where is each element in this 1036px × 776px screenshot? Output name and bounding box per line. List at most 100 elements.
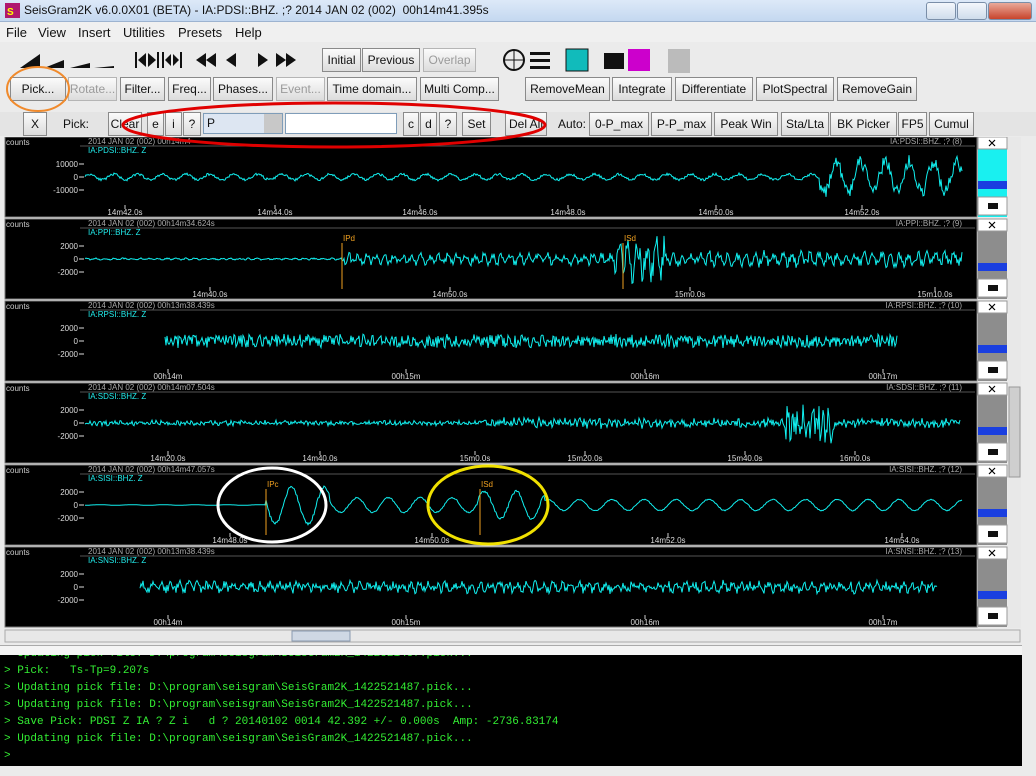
pick-button[interactable]: i	[165, 112, 182, 136]
close-button[interactable]	[988, 2, 1032, 20]
x-tick-label: 00h16m	[631, 618, 660, 627]
pick-button[interactable]: c	[403, 112, 419, 136]
waveform	[84, 404, 961, 444]
trace-menu-icon	[988, 613, 998, 619]
auto-pick-button[interactable]: FP5	[898, 112, 927, 136]
select-bar[interactable]	[978, 509, 1007, 517]
x-tick-label: 15m40.0s	[727, 454, 762, 463]
tool-button[interactable]: Differentiate	[675, 77, 753, 101]
app-icon: S	[5, 3, 20, 18]
window-title: SeisGram2K v6.0.0X01 (BETA) - IA:PDSI::B…	[24, 3, 489, 17]
auto-pick-button[interactable]: Cumul	[929, 112, 974, 136]
menu-item[interactable]: View	[38, 25, 66, 40]
unit-label: counts	[6, 302, 30, 311]
console-line: > Save Pick: PDSI Z IA ? Z i d ? 2014010…	[4, 716, 559, 728]
trace-menu-icon	[988, 449, 998, 455]
select-bar[interactable]	[978, 591, 1007, 599]
auto-pick-button[interactable]: Peak Win	[714, 112, 778, 136]
nav-button[interactable]: Previous	[362, 48, 420, 72]
menu-item[interactable]: Presets	[178, 25, 223, 40]
maximize-button[interactable]	[957, 2, 987, 20]
pick-button[interactable]: ?	[439, 112, 457, 136]
pick-button[interactable]: e	[147, 112, 164, 136]
tool-button[interactable]: Freq...	[168, 77, 211, 101]
pick-button[interactable]: Set	[462, 112, 491, 136]
remove-icon	[988, 467, 996, 475]
tool-button[interactable]: Rotate...	[68, 77, 117, 101]
select-bar[interactable]	[978, 345, 1007, 353]
auto-pick-button[interactable]: 0-P_max	[589, 112, 649, 136]
tool-button[interactable]: Pick...	[10, 77, 66, 101]
console-line: >	[4, 750, 11, 762]
waveform	[84, 235, 963, 285]
select-bar[interactable]	[978, 427, 1007, 435]
tool-button[interactable]: Phases...	[213, 77, 273, 101]
auto-pick-button[interactable]: Sta/Lta	[781, 112, 829, 136]
nav-button[interactable]: Overlap	[423, 48, 476, 72]
auto-pick-button[interactable]: P-P_max	[651, 112, 712, 136]
trace-id: IA:SDSI::BHZ. ;? (11)	[886, 383, 962, 392]
pick-button[interactable]: Clear	[108, 112, 142, 136]
trace-id: IA:SISI::BHZ. ;? (12)	[889, 465, 962, 474]
station-label: IA:SNSI::BHZ. Z	[88, 556, 146, 565]
tool-button[interactable]: Integrate	[612, 77, 672, 101]
scroll-thumb[interactable]	[291, 630, 351, 642]
tool-button[interactable]: RemoveGain	[837, 77, 917, 101]
toolbar-tools: Pick... Rotate... Filter... Freq... Phases..…	[0, 77, 1036, 103]
y-tick-label: 2000	[60, 570, 78, 579]
nav-button[interactable]: Initial	[322, 48, 361, 72]
tool-button[interactable]: Filter...	[120, 77, 165, 101]
x-tick-label: 00h14m	[154, 618, 183, 627]
console-line: > Updating pick file: D:\program\seisgra…	[4, 682, 473, 694]
y-tick-label: 0	[74, 337, 79, 346]
x-tick-label: 00h15m	[392, 618, 421, 627]
phase-input[interactable]	[285, 113, 397, 134]
phase-pick-label: IPc	[267, 480, 279, 489]
tool-button[interactable]: Time domain...	[327, 77, 417, 101]
minimize-button[interactable]	[926, 2, 956, 20]
split-divider[interactable]	[0, 645, 1022, 656]
toolbar-icons	[20, 52, 296, 68]
unit-label: counts	[6, 466, 30, 475]
waveform	[139, 578, 938, 596]
phase-pick-label: ISd	[481, 480, 493, 489]
waveform	[164, 332, 898, 350]
menu-item[interactable]: File	[6, 25, 27, 40]
x-tick-label: 14m50.0s	[414, 536, 449, 545]
x-tick-label: 14m20.0s	[150, 454, 185, 463]
auto-pick-button[interactable]: BK Picker	[830, 112, 897, 136]
y-tick-label: -2000	[58, 596, 79, 605]
trace-panel: counts 2014 JAN 02 (002) 00h14m07.504sIA:…	[4, 382, 1008, 464]
toolbar-tools-icons	[503, 48, 690, 73]
dropdown-arrow[interactable]	[264, 114, 282, 133]
y-tick-label: 2000	[60, 488, 78, 497]
trace-menu-icon	[988, 367, 998, 373]
pick-button[interactable]: d	[420, 112, 437, 136]
unit-label: counts	[6, 138, 30, 147]
x-tick-label: 00h16m	[631, 372, 660, 381]
y-tick-label: -2000	[58, 268, 79, 277]
tool-button[interactable]: RemoveMean	[525, 77, 610, 101]
tool-button[interactable]: PlotSpectral	[756, 77, 834, 101]
select-bar[interactable]	[978, 263, 1007, 271]
x-tick-label: 14m50.0s	[698, 208, 733, 217]
tool-button[interactable]: Multi Comp...	[420, 77, 499, 101]
menu-item[interactable]: Help	[235, 25, 262, 40]
scroll-thumb[interactable]	[1008, 386, 1021, 478]
close-pick-button[interactable]: X	[23, 112, 47, 136]
console-line: > Updating pick file: D:\program\seisgra…	[4, 699, 473, 711]
select-bar[interactable]	[978, 181, 1007, 189]
trace-id: IA:PPI::BHZ. ;? (9)	[896, 219, 963, 228]
vertical-scrollbar[interactable]	[1008, 137, 1021, 628]
pick-button[interactable]: Del All	[505, 112, 547, 136]
menu-item[interactable]: Utilities	[123, 25, 165, 40]
menu-item[interactable]: Insert	[78, 25, 111, 40]
tool-button[interactable]: Event...	[276, 77, 325, 101]
horizontal-scrollbar[interactable]	[4, 629, 1021, 643]
waveform	[84, 154, 963, 197]
unit-label: counts	[6, 384, 30, 393]
phase-select[interactable]: P	[203, 113, 283, 134]
pick-button[interactable]: ?	[183, 112, 201, 136]
trace-panel: counts 2014 JAN 02 (002) 00h14m47.057sIA:…	[4, 464, 1008, 546]
